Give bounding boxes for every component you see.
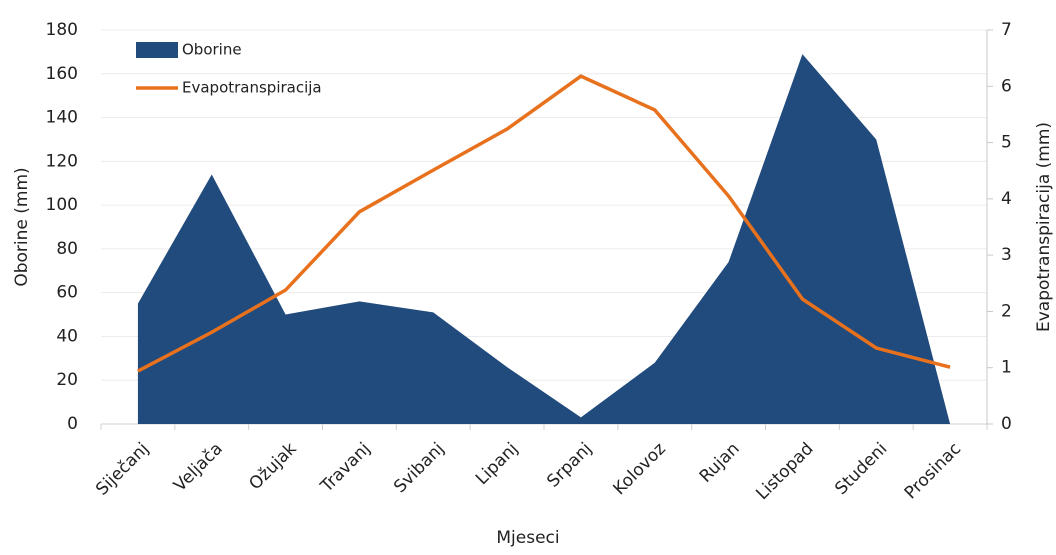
y-tick-label: 0 <box>67 414 78 434</box>
legend-label: Evapotranspiracija <box>182 79 322 97</box>
y2-axis-title: Evapotranspiracija (mm) <box>1034 122 1054 332</box>
y2-tick-label: 3 <box>1001 245 1012 265</box>
y-tick-label: 80 <box>56 239 78 259</box>
line <box>137 74 951 373</box>
x-tick-label: Veljača <box>170 439 227 496</box>
x-tick-label: Srpanj <box>543 439 596 492</box>
y-tick-label: 140 <box>46 108 78 128</box>
x-tick-label: Kolovoz <box>610 439 670 499</box>
y2-tick-label: 0 <box>1001 414 1012 434</box>
y-tick-label: 60 <box>56 283 78 303</box>
legend-label: Oborine <box>182 41 242 59</box>
x-tick-label: Travanj <box>316 439 374 497</box>
x-tick-label: Prosinac <box>901 439 965 503</box>
x-tick-label: Lipanj <box>472 439 522 489</box>
x-axis-title: Mjeseci <box>496 528 559 548</box>
y2-tick-label: 4 <box>1001 189 1012 209</box>
y-tick-label: 20 <box>56 370 78 390</box>
y-axis-title: Oborine (mm) <box>12 167 32 286</box>
y2-tick-label: 1 <box>1001 358 1012 378</box>
x-tick-label: Studeni <box>831 439 891 499</box>
x-tick-label: Svibanj <box>390 439 448 497</box>
y2-tick-label: 2 <box>1001 301 1012 321</box>
legend-swatch <box>136 42 178 58</box>
y2-tick-label: 7 <box>1001 20 1012 40</box>
x-tick-label: Listopad <box>752 439 817 504</box>
y-tick-label: 180 <box>46 20 78 40</box>
y-tick-label: 40 <box>56 326 78 346</box>
y2-tick-label: 6 <box>1001 76 1012 96</box>
y-tick-label: 100 <box>46 195 78 215</box>
y2-tick-label: 5 <box>1001 133 1012 153</box>
area <box>137 54 951 424</box>
y-tick-label: 120 <box>46 151 78 171</box>
x-tick-label: Siječanj <box>92 439 153 500</box>
x-tick-label: Rujan <box>696 439 744 487</box>
x-tick-label: Ožujak <box>245 439 300 494</box>
y-tick-label: 160 <box>46 64 78 84</box>
